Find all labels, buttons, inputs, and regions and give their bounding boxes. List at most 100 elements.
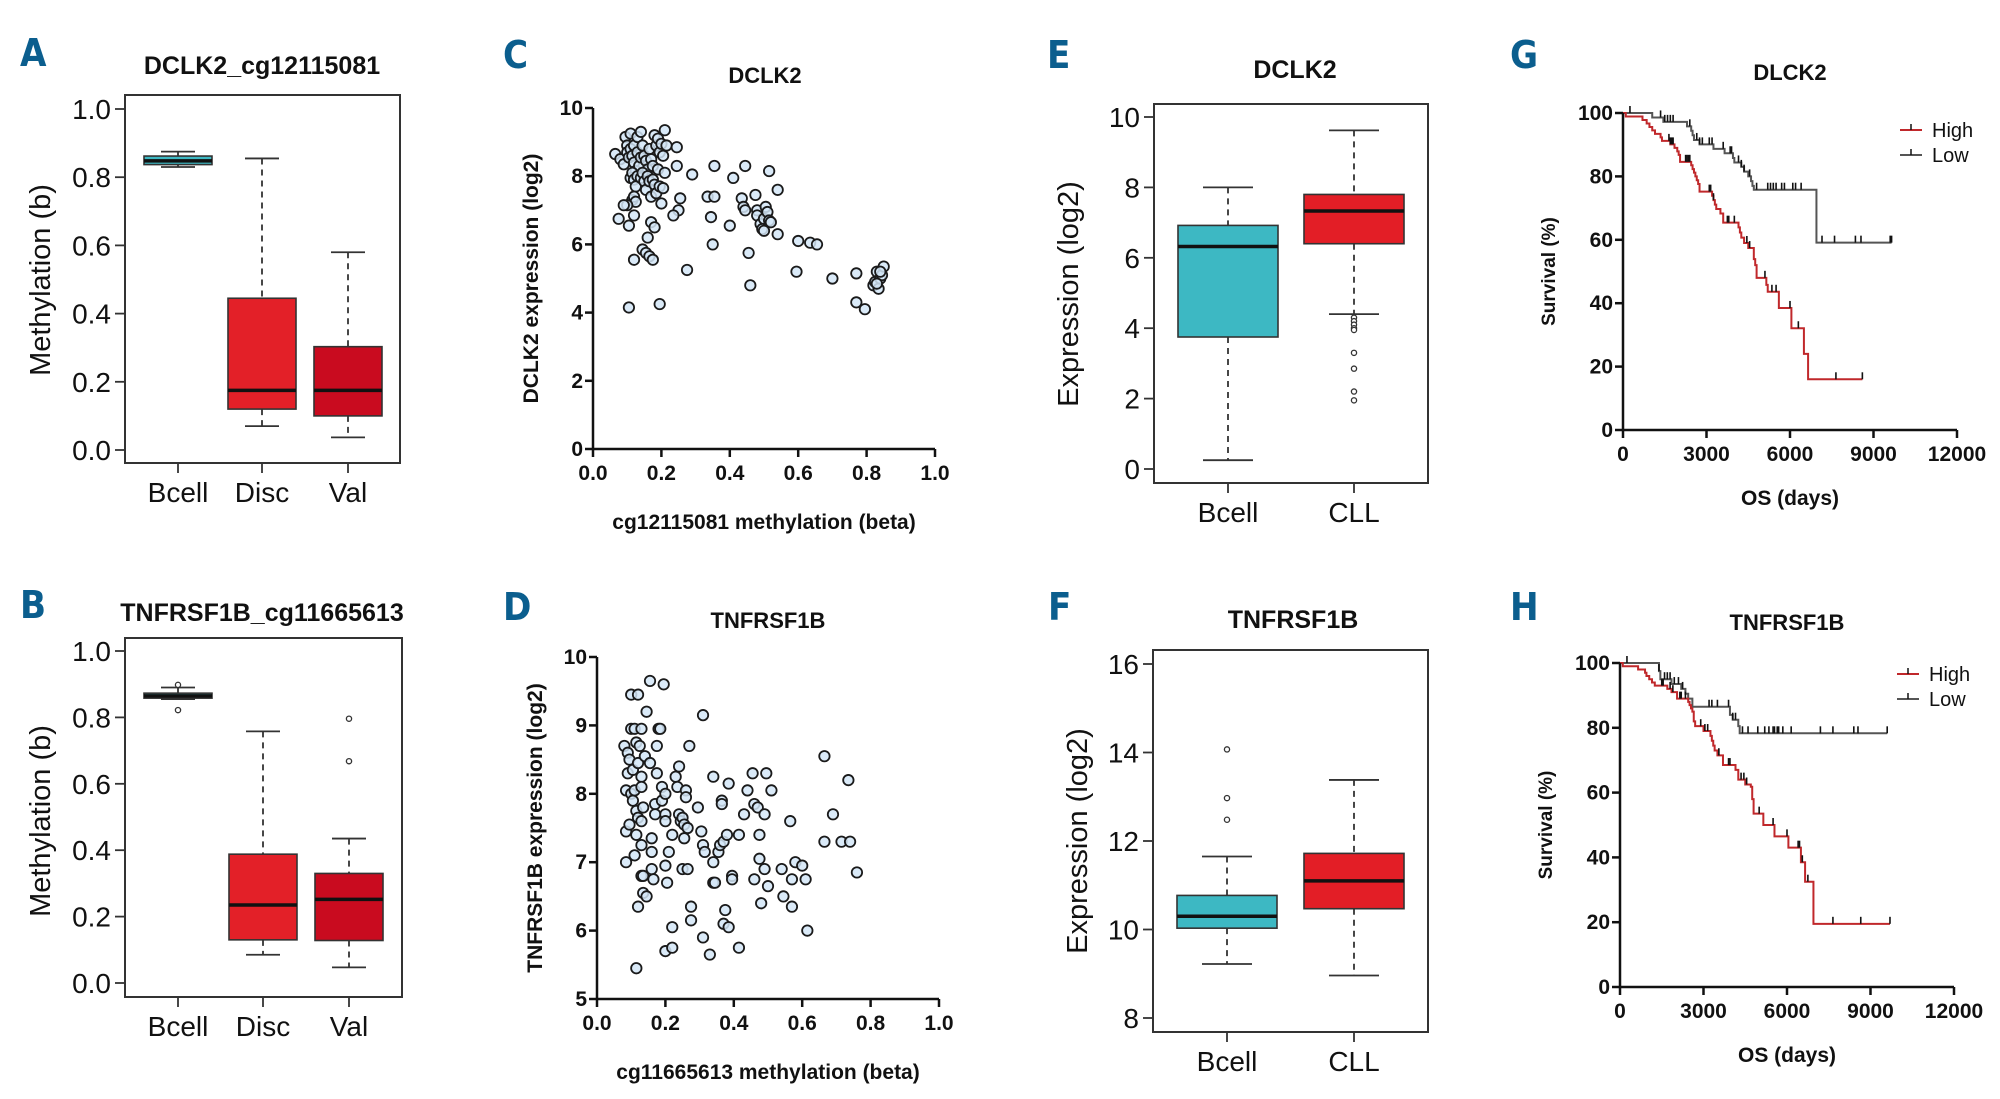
y-tick-label: 6 <box>575 920 587 943</box>
y-tick-label: 8 <box>571 165 583 188</box>
scatter-point <box>635 815 648 828</box>
scatter-point <box>657 678 670 691</box>
x-axis-label: cg11665613 methylation (beta) <box>616 1061 919 1084</box>
y-axis-label: Methylation (b) <box>25 725 57 917</box>
y-tick-label: 40 <box>1590 292 1613 315</box>
box-iqr <box>1177 224 1279 338</box>
y-axis-label: Methylation (b) <box>25 184 57 376</box>
scatter-point <box>680 263 694 277</box>
scatter-point <box>722 777 735 790</box>
scatter-point <box>627 253 641 266</box>
scatter-point <box>741 784 754 797</box>
panel-a-methylation-boxplot: A DCLK2_cg12115081 0.0 0.2 0.4 0.6 0.8 1.0 Methy… <box>20 31 401 508</box>
y-tick-label: 80 <box>1587 717 1610 740</box>
scatter-point <box>612 212 625 225</box>
scatter-point <box>850 296 863 309</box>
legend-label: High <box>1932 120 1973 142</box>
x-tick-label: Disc <box>235 477 289 508</box>
x-tick-label: 0.4 <box>715 462 745 485</box>
y-tick-label: 0.8 <box>72 702 111 733</box>
panel-g-survival-curve: G DLCK2 0 20 40 60 80 100 0 3000 6000 9000 12000 OS (… <box>1510 33 1986 510</box>
outlier-point <box>1223 746 1231 753</box>
scatter-point <box>658 124 671 137</box>
y-tick-label: 6 <box>571 233 583 256</box>
x-tick-label: Disc <box>236 1011 290 1042</box>
scatter-point <box>635 838 648 852</box>
scatter-point <box>722 921 735 934</box>
panel-c-scatter: C DCLK2 0 2 4 6 8 10 0.0 0.2 0.4 0.6 0.8 1.0 cg1211508… <box>503 33 950 534</box>
scatter-point <box>765 784 778 797</box>
x-tick-label: 12000 <box>1928 443 1986 466</box>
scatter-point <box>631 900 645 913</box>
y-tick-label: 0.4 <box>72 835 111 866</box>
box-iqr <box>227 297 297 410</box>
box-cll <box>1303 129 1405 404</box>
scatter-point <box>748 873 761 886</box>
scatter-point <box>732 828 746 841</box>
scatter-point <box>650 739 663 753</box>
x-tick-label: 1.0 <box>924 1012 953 1035</box>
scatter-point <box>874 265 887 278</box>
y-tick-label: 0.6 <box>72 230 111 261</box>
scatter-point <box>799 873 812 886</box>
x-tick-label: 9000 <box>1850 443 1897 466</box>
scatter-point <box>771 228 784 241</box>
scatter-point <box>679 791 693 804</box>
km-curve <box>1623 112 1892 244</box>
scatter-point <box>684 900 698 913</box>
scatter-point <box>704 211 718 224</box>
scatter-point <box>666 921 679 934</box>
scatter-point <box>727 171 740 185</box>
x-tick-label: 6000 <box>1767 443 1814 466</box>
x-tick-label: 12000 <box>1925 1000 1983 1023</box>
scatter-point <box>683 739 696 753</box>
km-series-high <box>1623 112 1864 381</box>
y-axis-label: Expression (log2) <box>1062 728 1094 954</box>
panel-letter: D <box>503 585 531 629</box>
x-tick-label: Val <box>330 1011 368 1042</box>
y-tick-label: 4 <box>571 302 583 325</box>
y-tick-label: 8 <box>1124 172 1140 203</box>
outlier-point <box>1350 388 1358 395</box>
km-series-low <box>1620 656 1888 735</box>
scatter-point <box>647 873 660 886</box>
y-tick-label: 1.0 <box>72 636 111 667</box>
scatter-point <box>707 770 720 783</box>
scatter-point <box>686 168 699 181</box>
box-disc <box>228 730 298 956</box>
scatter-point <box>657 149 670 162</box>
scatter-point <box>657 182 670 195</box>
y-tick-label: 100 <box>1575 652 1610 675</box>
scatter-point <box>850 866 864 879</box>
scatter-point <box>761 880 775 893</box>
scatter-point <box>744 279 757 292</box>
scatter-point <box>707 856 720 869</box>
scatter-point <box>653 297 666 311</box>
y-tick-label: 16 <box>1108 649 1139 680</box>
scatter-point <box>654 722 667 735</box>
y-tick-label: 60 <box>1590 229 1613 252</box>
scatter-point <box>628 849 641 862</box>
chart-title: DCLK2 <box>1253 56 1336 84</box>
y-axis-label: Survival (%) <box>1536 771 1557 880</box>
panel-letter: C <box>503 33 528 77</box>
panel-letter: H <box>1510 585 1539 629</box>
scatter-point <box>708 159 721 173</box>
y-tick-label: 14 <box>1108 738 1139 769</box>
y-tick-label: 10 <box>1109 102 1140 133</box>
scatter-point <box>784 815 797 828</box>
outlier-point <box>1223 816 1231 824</box>
x-axis-label: OS (days) <box>1738 1044 1836 1067</box>
scatter-point <box>640 705 653 718</box>
box-disc <box>227 157 297 428</box>
y-tick-label: 0.4 <box>72 299 111 330</box>
y-tick-label: 10 <box>1108 915 1139 946</box>
y-tick-label: 0 <box>1601 419 1613 442</box>
scatter-point <box>640 890 653 903</box>
scatter-point <box>684 914 698 927</box>
panel-letter: E <box>1047 33 1070 77</box>
panel-letter: G <box>1510 33 1538 77</box>
y-tick-label: 7 <box>575 851 587 874</box>
y-tick-label: 2 <box>1124 384 1140 415</box>
km-series-high <box>1620 662 1891 925</box>
